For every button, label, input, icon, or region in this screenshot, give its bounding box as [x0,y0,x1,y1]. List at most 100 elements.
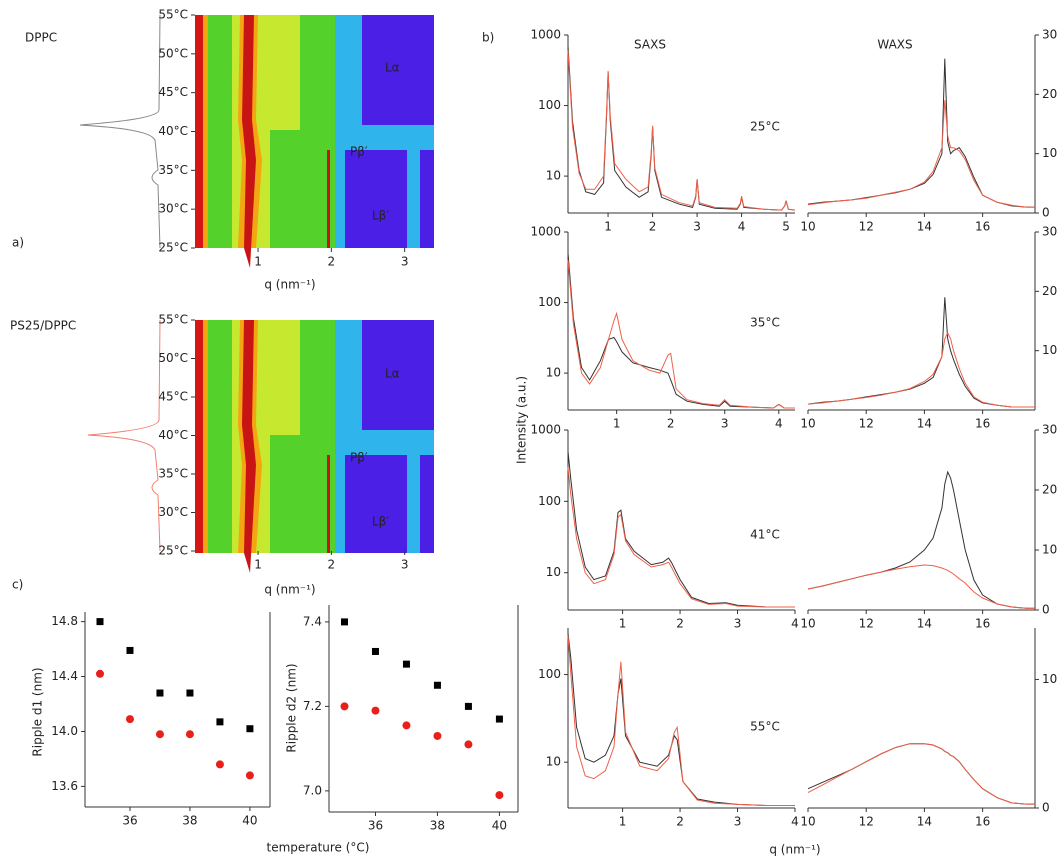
x-tick-label: 3 [401,558,409,572]
x-tick-label: 4 [791,617,799,631]
point [495,791,504,800]
x-tick-label: 2 [649,220,657,234]
y-tick-label: 55°C [158,313,188,327]
line [807,743,1035,805]
line [567,260,795,409]
temperature-label: 25°C [750,120,780,134]
line [567,50,796,211]
y-tick-label: 40°C [158,428,188,442]
x-tick-label: 12 [859,617,874,631]
y-tick-label: 100 [538,295,561,309]
x-tick-label: 1 [254,558,262,572]
y-tick-label: 10 [546,366,561,380]
x-tick-label: 38 [182,814,197,828]
x-tick-label: 3 [401,255,409,269]
panel-label: a) [12,236,24,250]
x-tick-label: 3 [693,220,701,234]
point [246,725,254,733]
y-tick-label: 10 [546,169,561,183]
y-tick-label: 100 [538,494,561,508]
point [340,618,348,626]
chart-title: WAXS [877,38,912,52]
y-tick-label: 7.2 [303,699,322,713]
y-tick-label: 0 [1042,801,1050,815]
x-axis-label: q (nm⁻¹) [264,278,315,292]
y-tick-label: 25°C [158,544,188,558]
line [567,635,795,806]
x-tick-label: 3 [721,417,729,431]
y-tick-label: 10 [546,565,561,579]
y-tick-label: 100 [538,98,561,112]
x-tick-label: 1 [613,417,621,431]
line [807,297,1035,408]
phase-label: Lα [385,61,400,75]
y-tick-label: 20 [1042,284,1057,298]
x-tick-label: 2 [676,617,684,631]
line [807,743,1035,805]
y-tick-label: 50°C [158,351,188,365]
contour-map [195,15,434,268]
phase-label: Pβ′ [350,145,368,159]
x-tick-label: 16 [975,815,990,829]
panel-label: b) [482,31,494,45]
chart-title: PS25/DPPC [10,319,76,333]
point [464,702,472,710]
y-tick-label: 1000 [530,225,561,239]
point [155,730,164,739]
chart-title: SAXS [634,38,666,52]
x-axis-label: q (nm⁻¹) [264,583,315,597]
y-tick-label: 10 [1042,543,1057,557]
panel-label: c) [12,578,23,592]
y-tick-label: 14.4 [51,669,78,683]
point [245,771,254,780]
y-tick-label: 30°C [158,202,188,216]
line [807,100,1035,208]
x-tick-label: 1 [254,255,262,269]
y-tick-label: 20 [1042,483,1057,497]
point [96,618,104,626]
point [126,646,134,654]
phase-label: Lα [385,367,400,381]
x-tick-label: 4 [738,220,746,234]
phase-label: Pβ′ [350,451,368,465]
x-tick-label: 16 [975,220,990,234]
y-axis-label: Intensity (a.u.) [515,376,529,464]
point [371,647,379,655]
y-tick-label: 50°C [158,46,188,60]
x-tick-label: 5 [782,220,790,234]
x-tick-label: 10 [800,417,815,431]
point [216,718,224,726]
temperature-label: 41°C [750,528,780,542]
point [215,760,224,769]
x-tick-label: 4 [775,417,783,431]
y-tick-label: 10 [1042,672,1057,686]
y-tick-label: 1000 [530,28,561,42]
x-axis-label: q (nm⁻¹) [769,843,820,857]
y-tick-label: 7.0 [303,783,322,797]
y-tick-label: 14.0 [51,724,78,738]
point [402,721,411,730]
x-tick-label: 12 [859,417,874,431]
point [433,731,442,740]
y-tick-label: 30 [1042,28,1057,42]
line [567,253,795,409]
x-tick-label: 16 [975,617,990,631]
point [95,669,104,678]
y-tick-label: 10 [1042,146,1057,160]
y-tick-label: 0 [1042,206,1050,220]
point [402,660,410,668]
x-tick-label: 12 [859,815,874,829]
point [464,740,473,749]
y-tick-label: 35°C [158,467,188,481]
point [433,681,441,689]
y-axis-label: Ripple d2 (nm) [285,663,299,752]
x-tick-label: 36 [368,819,383,833]
y-tick-label: 10 [1042,343,1057,357]
x-tick-label: 2 [676,815,684,829]
y-tick-label: 20 [1042,87,1057,101]
x-tick-label: 1 [604,220,612,234]
y-axis-label: Ripple d1 (nm) [31,667,45,756]
line [567,632,795,806]
y-tick-label: 55°C [158,8,188,22]
y-tick-label: 40°C [158,124,188,138]
